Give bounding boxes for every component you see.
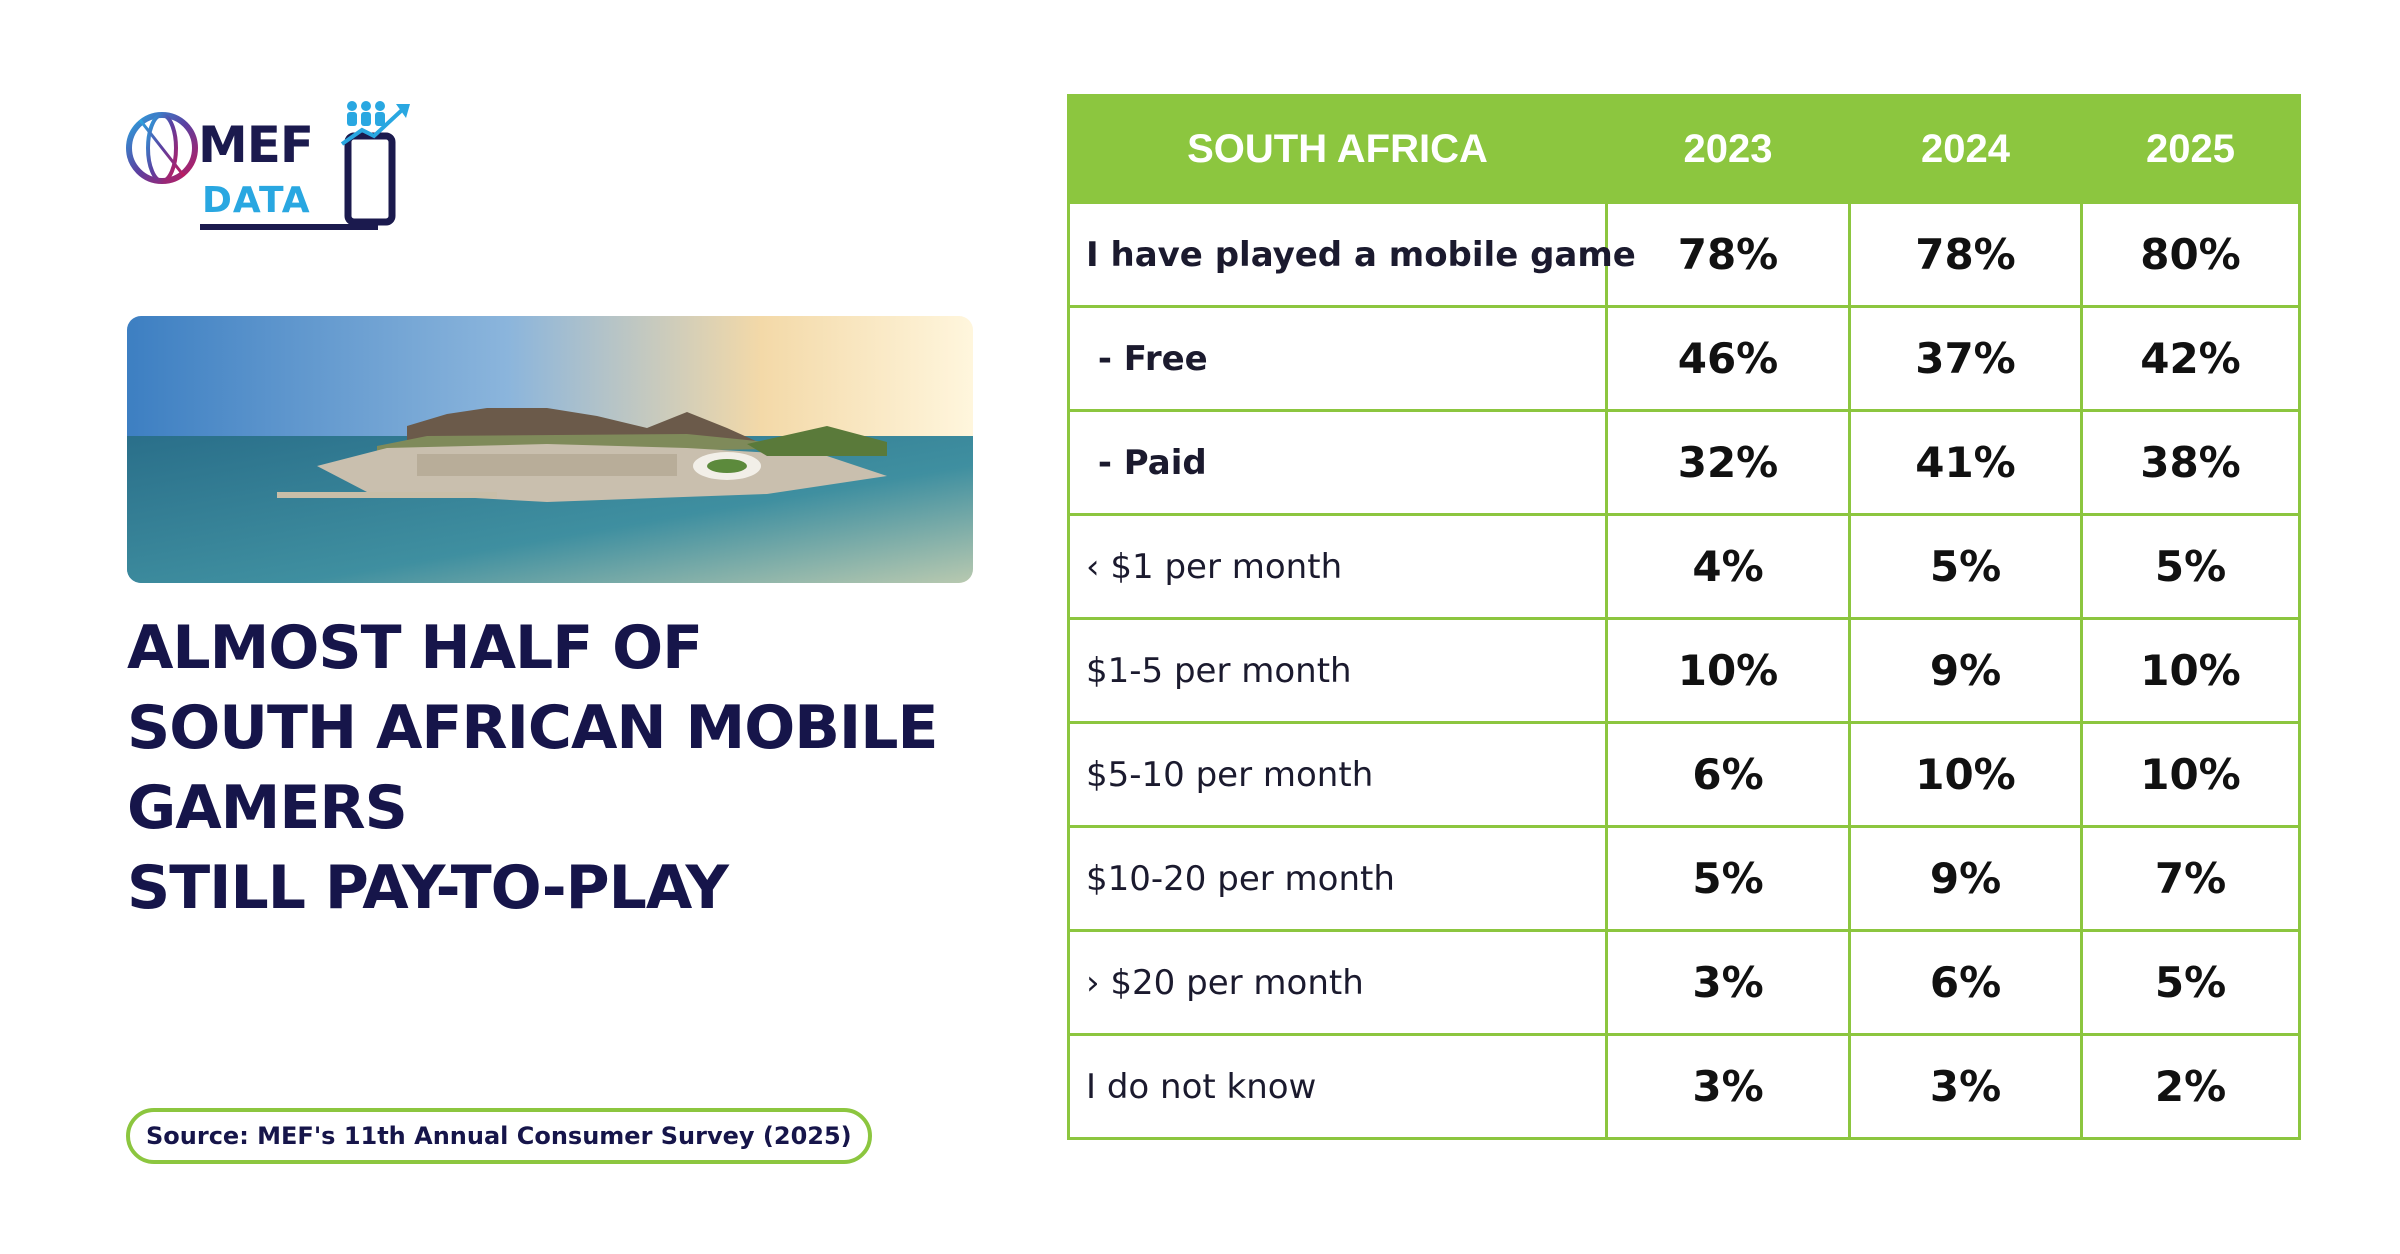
value-cell-2025: 10% bbox=[2080, 617, 2301, 724]
value-cell-2023: 46% bbox=[1605, 305, 1851, 412]
value-cell-2024: 9% bbox=[1848, 825, 2083, 932]
globe-icon bbox=[126, 101, 410, 226]
headline: ALMOST HALF OF SOUTH AFRICAN MOBILE GAME… bbox=[127, 608, 1027, 928]
value-cell-2025: 80% bbox=[2080, 201, 2301, 308]
row-label: I do not know bbox=[1067, 1033, 1608, 1140]
headline-line-4: STILL PAY-TO-PLAY bbox=[127, 853, 729, 923]
logo-data-text: DATA bbox=[202, 180, 311, 221]
headline-line-3: GAMERS bbox=[127, 773, 408, 843]
row-label: $5-10 per month bbox=[1067, 721, 1608, 828]
row-label: ‹ $1 per month bbox=[1067, 513, 1608, 620]
header-2023: 2023 bbox=[1605, 94, 1851, 204]
value-cell-2024: 41% bbox=[1848, 409, 2083, 516]
value-cell-2025: 38% bbox=[2080, 409, 2301, 516]
headline-line-2: SOUTH AFRICAN MOBILE bbox=[127, 693, 938, 763]
table-row: $5-10 per month 6% 10% 10% bbox=[1067, 721, 2301, 828]
row-label: I have played a mobile game bbox=[1067, 201, 1636, 308]
value-cell-2023: 3% bbox=[1605, 929, 1851, 1036]
value-cell-2024: 3% bbox=[1848, 1033, 2083, 1140]
value-cell-2023: 32% bbox=[1605, 409, 1851, 516]
header-2025: 2025 bbox=[2080, 94, 2301, 204]
value-cell-2023: 78% bbox=[1605, 201, 1851, 308]
row-label: - Free bbox=[1067, 305, 1608, 412]
table-row: - Paid 32% 41% 38% bbox=[1067, 409, 2301, 516]
table-row: I have played a mobile game 78% 78% 80% bbox=[1067, 201, 2301, 308]
cape-town-panorama-image bbox=[127, 316, 973, 583]
value-cell-2024: 6% bbox=[1848, 929, 2083, 1036]
value-cell-2024: 78% bbox=[1848, 201, 2083, 308]
value-cell-2024: 5% bbox=[1848, 513, 2083, 620]
source-note: Source: MEF's 11th Annual Consumer Surve… bbox=[126, 1108, 872, 1164]
value-cell-2023: 5% bbox=[1605, 825, 1851, 932]
logo-underline bbox=[200, 224, 378, 230]
value-cell-2023: 3% bbox=[1605, 1033, 1851, 1140]
table-body: I have played a mobile game 78% 78% 80% - F… bbox=[1067, 201, 2301, 1140]
table-header-row: SOUTH AFRICA 2023 2024 2025 bbox=[1067, 94, 2301, 204]
table-row: › $20 per month 3% 6% 5% bbox=[1067, 929, 2301, 1036]
table-row: - Free 46% 37% 42% bbox=[1067, 305, 2301, 412]
value-cell-2023: 10% bbox=[1605, 617, 1851, 724]
row-label: › $20 per month bbox=[1067, 929, 1608, 1036]
row-label: $10-20 per month bbox=[1067, 825, 1608, 932]
value-cell-2025: 42% bbox=[2080, 305, 2301, 412]
headline-line-1: ALMOST HALF OF bbox=[127, 613, 703, 683]
value-cell-2025: 10% bbox=[2080, 721, 2301, 828]
row-label: $1-5 per month bbox=[1067, 617, 1608, 724]
table-row: I do not know 3% 3% 2% bbox=[1067, 1033, 2301, 1140]
header-2024: 2024 bbox=[1848, 94, 2083, 204]
value-cell-2025: 7% bbox=[2080, 825, 2301, 932]
value-cell-2025: 2% bbox=[2080, 1033, 2301, 1140]
value-cell-2023: 6% bbox=[1605, 721, 1851, 828]
logo-mef-text: MEF bbox=[198, 116, 314, 174]
value-cell-2025: 5% bbox=[2080, 513, 2301, 620]
mef-data-logo: MEF DATA bbox=[126, 96, 426, 236]
value-cell-2025: 5% bbox=[2080, 929, 2301, 1036]
table-row: $1-5 per month 10% 9% 10% bbox=[1067, 617, 2301, 724]
table-row: ‹ $1 per month 4% 5% 5% bbox=[1067, 513, 2301, 620]
table-row: $10-20 per month 5% 9% 7% bbox=[1067, 825, 2301, 932]
value-cell-2023: 4% bbox=[1605, 513, 1851, 620]
value-cell-2024: 10% bbox=[1848, 721, 2083, 828]
header-country: SOUTH AFRICA bbox=[1067, 94, 1608, 204]
row-label: - Paid bbox=[1067, 409, 1608, 516]
survey-table: SOUTH AFRICA 2023 2024 2025 I have playe… bbox=[1067, 94, 2301, 1140]
value-cell-2024: 9% bbox=[1848, 617, 2083, 724]
value-cell-2024: 37% bbox=[1848, 305, 2083, 412]
